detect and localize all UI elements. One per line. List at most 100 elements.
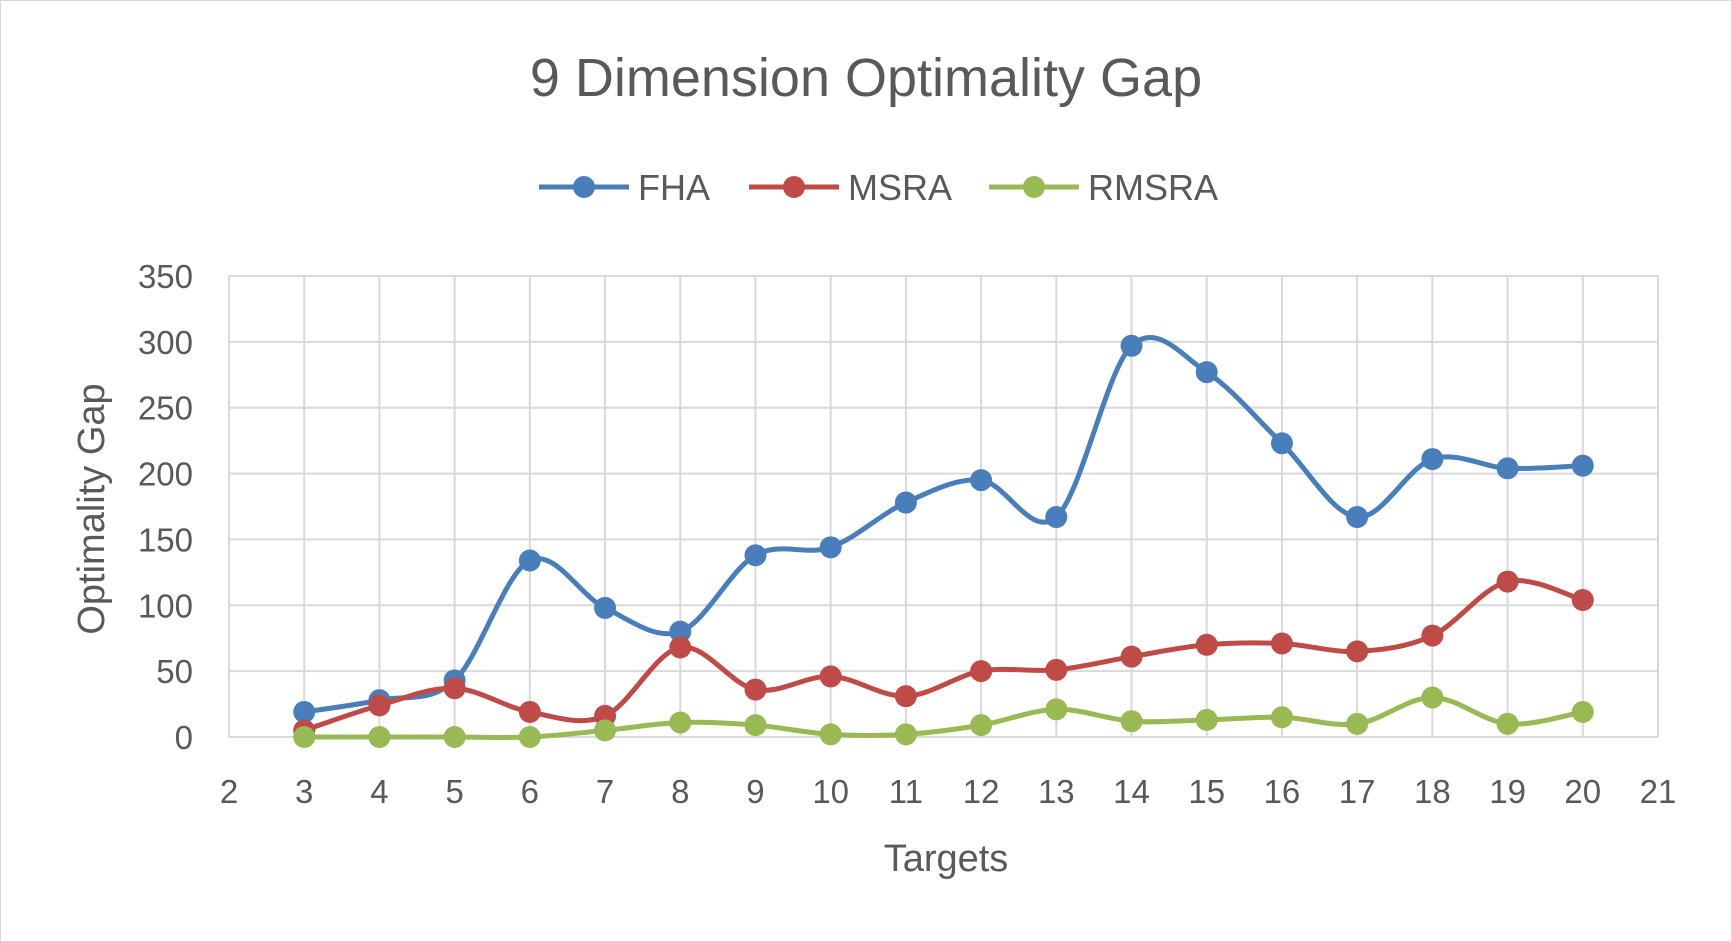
x-tick-label: 2 [220,773,238,810]
series-fha [293,334,1594,723]
data-point [1496,457,1519,480]
data-point [1045,658,1068,681]
data-point [443,677,466,700]
x-axis-title: Targets [884,838,1009,880]
data-point [744,544,767,567]
data-point [1045,506,1068,529]
data-point [1421,686,1444,709]
data-point [970,469,993,492]
data-point [1421,624,1444,647]
gridlines [228,275,1659,738]
legend-swatch-marker [573,176,595,198]
data-point [894,491,917,514]
y-tick-label: 150 [138,521,193,558]
legend-swatch-marker [1023,176,1045,198]
legend-item-msra: MSRA [749,167,952,208]
x-tick-label: 10 [812,773,849,810]
y-tick-label: 50 [156,653,193,690]
x-tick-label: 4 [370,773,388,810]
data-point [518,726,541,748]
data-point [1195,361,1218,384]
x-tick-label: 9 [746,773,764,810]
data-point [819,536,842,559]
x-tick-label: 7 [596,773,614,810]
data-point [669,636,692,659]
legend-label: FHA [638,167,710,208]
data-point [1346,712,1369,735]
data-point [1120,710,1143,733]
data-point [1571,700,1594,723]
data-point [518,549,541,572]
x-tick-label: 15 [1188,773,1225,810]
data-point [1270,632,1293,655]
x-tick-label: 13 [1038,773,1075,810]
data-point [368,694,391,717]
x-tick-label: 5 [445,773,463,810]
y-tick-label: 100 [138,587,193,624]
y-axis-ticks: 0 50 100 150 200 250 300 350 [138,258,193,756]
data-point [1195,708,1218,731]
legend-swatch-marker [783,176,805,198]
data-point [744,714,767,737]
data-point [1346,640,1369,663]
data-point [1421,448,1444,471]
x-tick-label: 12 [963,773,1000,810]
x-tick-label: 6 [521,773,539,810]
x-tick-label: 14 [1113,773,1150,810]
data-point [368,726,391,748]
x-tick-label: 21 [1640,773,1677,810]
y-tick-label: 0 [175,719,193,756]
x-axis-ticks: 2 3 4 5 6 7 8 9 10 11 12 13 14 15 16 17 18 19 20 21 [220,773,1677,810]
data-point [1270,706,1293,729]
series-msra [293,570,1594,742]
data-point [293,726,316,748]
x-tick-label: 8 [671,773,689,810]
data-point [1120,334,1143,357]
data-point [970,714,993,737]
data-point [293,700,316,723]
data-point [744,678,767,701]
x-tick-label: 11 [889,773,923,810]
y-tick-label: 350 [138,258,193,295]
series-line [301,335,1586,715]
legend-item-rmsra: RMSRA [989,167,1218,208]
x-tick-label: 16 [1264,773,1301,810]
data-point [894,685,917,708]
data-point [1496,712,1519,735]
series-line [301,694,1586,740]
legend-label: MSRA [848,167,952,208]
y-tick-label: 300 [138,324,193,361]
data-point [1045,698,1068,721]
x-tick-label: 3 [295,773,313,810]
x-tick-label: 17 [1339,773,1376,810]
data-point [970,660,993,683]
data-point [1346,506,1369,529]
series-rmsra [293,686,1594,748]
data-point [1571,454,1594,477]
chart-title: 9 Dimension Optimality Gap [530,48,1202,108]
legend-label: RMSRA [1088,167,1218,208]
x-tick-label: 18 [1414,773,1451,810]
data-point [819,723,842,746]
data-point [443,726,466,748]
data-point [1195,633,1218,656]
x-tick-label: 20 [1564,773,1601,810]
data-point [1120,645,1143,668]
legend-item-fha: FHA [539,167,710,208]
series-layer [293,334,1594,748]
data-point [1496,570,1519,593]
data-point [518,700,541,723]
legend: FHA MSRA RMSRA [539,167,1218,208]
data-point [819,665,842,688]
y-tick-label: 200 [138,456,193,493]
data-point [594,719,617,742]
data-point [594,596,617,619]
data-point [894,723,917,746]
series-line [301,578,1586,733]
y-tick-label: 250 [138,390,193,427]
x-tick-label: 19 [1489,773,1526,810]
data-point [669,620,692,643]
data-point [1270,432,1293,455]
